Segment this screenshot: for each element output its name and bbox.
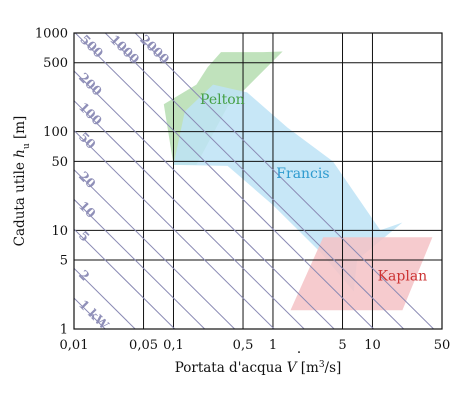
x-tick-label-10: 10 [364,338,381,353]
x-tick-label-0-05: 0,05 [129,338,158,353]
x-axis-title-text: Portata d'acqua [175,360,287,376]
y-tick-label-1000: 1000 [35,27,68,42]
x-tick-label-50: 50 [434,338,451,353]
y-tick-label-500: 500 [43,56,68,71]
x-tick-label-5: 5 [338,338,346,353]
x-axis-title-unit-end: /s] [325,360,342,376]
x-tick-label-1: 1 [269,338,277,353]
y-tick-label-50: 50 [51,155,68,170]
region-label-kaplan: Kaplan [378,269,428,285]
x-tick-label-0-01: 0,01 [60,338,89,353]
x-axis-variable-dot: · [297,345,301,361]
x-tick-label-0-1: 0,1 [163,338,184,353]
x-axis-title-unit: [m [296,360,319,376]
y-tick-label-5: 5 [60,254,68,269]
y-axis-title-text: Caduta utile [12,158,28,247]
y-tick-label-100: 100 [43,125,68,140]
y-axis-title-unit: [m] [12,116,28,144]
x-axis-title: Portata d'acqua V [m3/s] [175,360,342,376]
region-label-francis: Francis [276,166,329,182]
y-axis-title: Caduta utile hu [m] [12,116,32,247]
y-tick-label-1: 1 [60,323,68,338]
y-axis-title-variable: h [12,149,28,158]
region-label-pelton: Pelton [200,92,245,108]
x-tick-label-0-5: 0,5 [233,338,254,353]
y-tick-label-10: 10 [51,224,68,239]
